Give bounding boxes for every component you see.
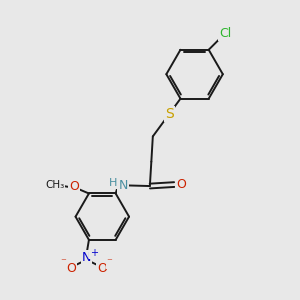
Text: ⁻: ⁻ (106, 258, 112, 268)
Text: N: N (82, 251, 91, 264)
Text: O: O (69, 181, 79, 194)
Text: CH₃: CH₃ (45, 181, 65, 190)
Text: +: + (90, 248, 98, 258)
Text: N: N (118, 179, 128, 192)
Text: Cl: Cl (219, 27, 231, 40)
Text: H: H (109, 178, 117, 188)
Text: O: O (97, 262, 107, 275)
Text: ⁻: ⁻ (61, 258, 67, 268)
Text: O: O (176, 178, 186, 191)
Text: S: S (165, 107, 173, 121)
Text: O: O (66, 262, 76, 275)
